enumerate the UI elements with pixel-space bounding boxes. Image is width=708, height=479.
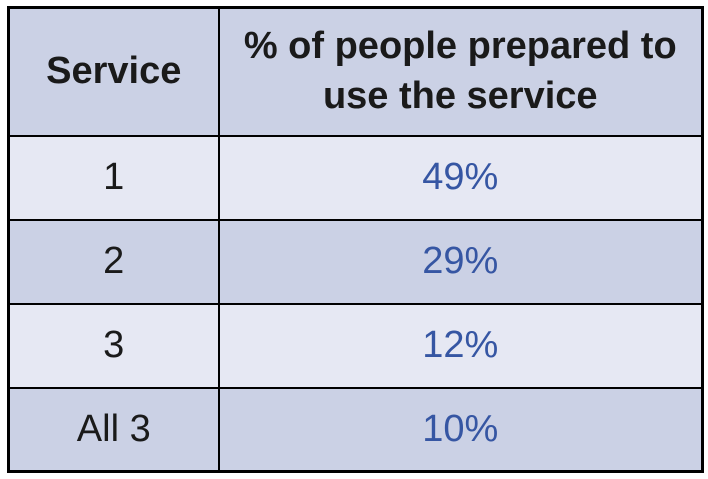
percent-cell: 12% bbox=[217, 302, 704, 389]
table-row-service-3: 3 12% bbox=[7, 302, 704, 389]
table-header-row: Service % of people prepared to use the … bbox=[7, 6, 704, 137]
percent-cell: 29% bbox=[217, 218, 704, 305]
service-cell: 3 bbox=[7, 302, 220, 389]
table-row-service-2: 2 29% bbox=[7, 218, 704, 305]
service-cell: All 3 bbox=[7, 386, 220, 473]
service-usage-table: Service % of people prepared to use the … bbox=[7, 6, 704, 473]
service-column-header: Service bbox=[7, 6, 220, 137]
percent-cell: 49% bbox=[217, 134, 704, 221]
percent-cell: 10% bbox=[217, 386, 704, 473]
table-row-service-1: 1 49% bbox=[7, 134, 704, 221]
percent-column-header: % of people prepared to use the service bbox=[217, 6, 704, 137]
service-cell: 1 bbox=[7, 134, 220, 221]
table-row-all-3: All 3 10% bbox=[7, 386, 704, 473]
service-cell: 2 bbox=[7, 218, 220, 305]
